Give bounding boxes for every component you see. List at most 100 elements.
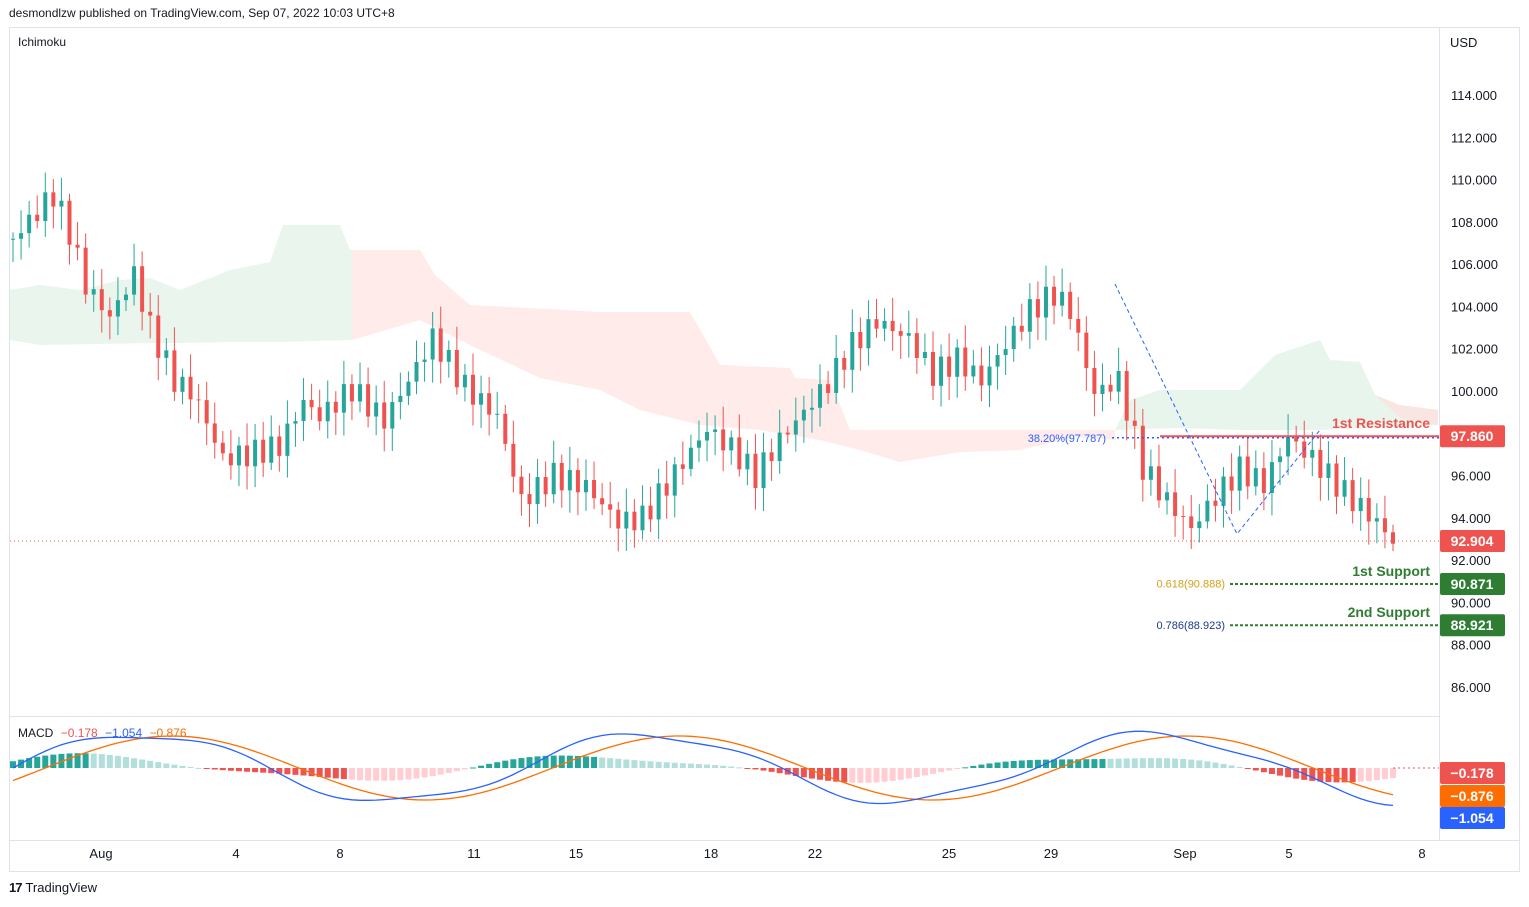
- macd-histogram-bar: [106, 754, 113, 768]
- macd-histogram-bar: [776, 768, 783, 774]
- candle-body: [777, 432, 782, 462]
- macd-histogram-bar: [1390, 768, 1396, 779]
- candle-body: [333, 401, 338, 413]
- candle-body: [527, 494, 532, 504]
- macd-histogram-bar: [1252, 768, 1259, 771]
- x-tick-label: 5: [1285, 846, 1292, 861]
- macd-histogram-bar: [1180, 758, 1187, 768]
- macd-legend-hist: −0.178: [60, 726, 98, 740]
- candle-body: [793, 420, 798, 435]
- price-axis[interactable]: 114.000 112.000 110.000 108.000 106.000 104.0…: [1440, 88, 1505, 695]
- macd-histogram-bar: [1139, 758, 1146, 768]
- resistance-label: 1st Resistance: [1332, 415, 1430, 431]
- candle-body: [35, 214, 40, 222]
- macd-histogram-bar: [171, 764, 178, 768]
- y-tick-label: 88.000: [1451, 638, 1491, 653]
- candle-body: [188, 376, 193, 400]
- candle-body: [1043, 286, 1048, 318]
- macd-histogram-bar: [744, 768, 751, 769]
- publisher-header: desmondlzw published on TradingView.com,…: [9, 6, 395, 20]
- candle-body: [858, 331, 863, 349]
- candle-body: [971, 365, 976, 377]
- macd-histogram-bar: [607, 758, 614, 768]
- candle-body: [1213, 500, 1218, 506]
- macd-histogram-bar: [720, 765, 727, 768]
- candle-body: [1011, 325, 1016, 350]
- macd-histogram-bar: [1212, 762, 1219, 768]
- macd-histogram-bar: [413, 768, 420, 779]
- macd-histogram-bar: [873, 768, 880, 783]
- macd-histogram-bar: [276, 768, 283, 774]
- candle-body: [245, 445, 250, 467]
- candle-body: [1318, 449, 1323, 478]
- macd-histogram-bar: [179, 765, 186, 768]
- candle-body: [979, 365, 984, 386]
- candle-body: [75, 244, 80, 248]
- pane-separator[interactable]: [9, 716, 1439, 717]
- candle-body: [1132, 420, 1137, 426]
- macd-histogram-bar: [211, 768, 218, 770]
- candle-body: [616, 509, 621, 529]
- candle-body: [987, 366, 992, 386]
- macd-histogram-bar: [704, 764, 711, 768]
- macd-value-tag-text: −0.876: [1450, 788, 1493, 804]
- macd-histogram-bar: [1341, 768, 1348, 783]
- y-tick-label: 92.000: [1451, 553, 1491, 568]
- candle-body: [309, 400, 314, 408]
- footer-brand[interactable]: 17 TradingView: [9, 880, 97, 895]
- candle-body: [398, 395, 403, 403]
- candle-body: [1358, 497, 1363, 512]
- indicator-title[interactable]: Ichimoku: [18, 35, 67, 49]
- annotations: 1st Resistance 1st Support 2nd Support 38.2…: [10, 283, 1439, 632]
- candle-body: [196, 399, 201, 401]
- candle-body: [277, 436, 282, 456]
- macd-histogram-bar: [962, 767, 969, 769]
- candle-body: [632, 511, 637, 531]
- time-axis[interactable]: Aug 4 8 11 15 18 22 25 29 Sep 5 8: [89, 846, 1425, 861]
- macd-histogram-bar: [1196, 760, 1203, 768]
- macd-histogram-bar: [486, 763, 493, 768]
- candle-body: [1189, 516, 1194, 529]
- candle-body: [1156, 466, 1161, 501]
- candle-body: [890, 320, 895, 332]
- macd-histogram-bar: [203, 768, 210, 769]
- candle-body: [374, 402, 379, 417]
- currency-label: USD: [1450, 35, 1478, 50]
- candle-body: [438, 328, 443, 362]
- y-tick-label: 102.000: [1451, 342, 1498, 357]
- x-tick-label: 25: [942, 846, 956, 861]
- macd-histogram-bar: [986, 763, 993, 768]
- macd-histogram-bar: [1026, 760, 1033, 768]
- candle-body: [164, 350, 169, 358]
- candle-body: [753, 453, 758, 488]
- macd-histogram-bar: [1091, 759, 1098, 768]
- candle-body: [422, 359, 427, 362]
- price-tag-text: 88.921: [1451, 617, 1494, 633]
- macd-histogram-bar: [1244, 768, 1251, 769]
- macd-histogram-bar: [357, 768, 364, 781]
- y-tick-label: 86.000: [1451, 680, 1491, 695]
- macd-histogram-bar: [1051, 759, 1058, 768]
- macd-histogram-bar: [478, 765, 485, 768]
- macd-legend-macd: −1.054: [105, 726, 143, 740]
- macd-histogram-bar: [1164, 758, 1171, 768]
- candle-body: [390, 402, 395, 429]
- macd-histogram-bar: [792, 768, 799, 776]
- macd-legend[interactable]: MACD −0.178 −1.054 −0.876: [18, 726, 191, 740]
- candle-body: [285, 423, 290, 456]
- signal-line: [12, 735, 1394, 801]
- candle-body: [1374, 518, 1379, 522]
- macd-histogram-bar: [82, 753, 89, 768]
- macd-histogram-bar: [1172, 758, 1179, 768]
- candle-body: [269, 436, 274, 463]
- price-tag-text: 97.860: [1451, 428, 1494, 444]
- macd-histogram-bar: [1277, 768, 1284, 776]
- candle-body: [737, 437, 742, 470]
- candle-body: [931, 351, 935, 386]
- macd-histogram-bar: [90, 753, 97, 768]
- candle-body: [67, 200, 72, 245]
- candle-body: [1084, 332, 1089, 369]
- macd-histogram-bar: [268, 768, 275, 774]
- candle-body: [1366, 497, 1371, 522]
